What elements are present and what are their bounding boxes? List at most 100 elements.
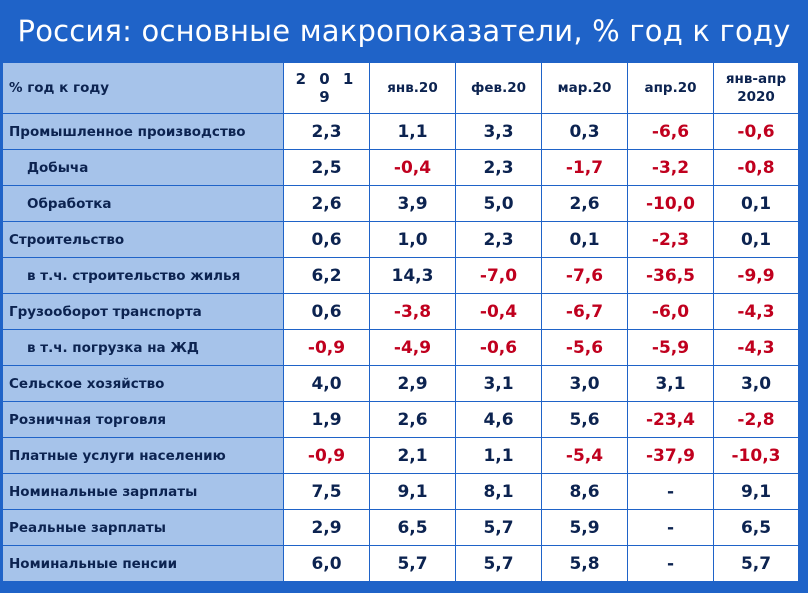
value-cell: 0,1 [713, 221, 799, 258]
value-cell: 5,7 [455, 509, 542, 546]
table-body: Промышленное производство 2,3 1,1 3,3 0,3 -6,… [2, 113, 799, 582]
value-cell: 0,3 [541, 113, 628, 150]
value-cell: 6,0 [283, 545, 370, 582]
table-header-row: % год к году 2 0 1 9 янв.20 фев.20 мар.2… [2, 62, 799, 114]
row-label: Номинальные зарплаты [2, 473, 284, 510]
value-cell: 2,5 [283, 149, 370, 186]
table-row: Строительство 0,6 1,0 2,3 0,1 -2,3 0,1 [2, 221, 799, 258]
value-cell: 3,1 [627, 365, 714, 402]
row-label: Номинальные пенсии [2, 545, 284, 582]
value-cell: -0,9 [283, 329, 370, 366]
value-cell: -0,8 [713, 149, 799, 186]
column-header: янв.20 [369, 62, 456, 114]
value-cell: -5,6 [541, 329, 628, 366]
value-cell: -1,7 [541, 149, 628, 186]
value-cell: 6,2 [283, 257, 370, 294]
row-label: Сельское хозяйство [2, 365, 284, 402]
value-cell: -0,6 [713, 113, 799, 150]
value-cell: 1,1 [455, 437, 542, 474]
row-label: Строительство [2, 221, 284, 258]
value-cell: -37,9 [627, 437, 714, 474]
value-cell: 1,1 [369, 113, 456, 150]
row-label: Грузооборот транспорта [2, 293, 284, 330]
value-cell: 14,3 [369, 257, 456, 294]
value-cell: -4,3 [713, 293, 799, 330]
value-cell: 5,9 [541, 509, 628, 546]
value-cell: 2,3 [283, 113, 370, 150]
value-cell: 8,1 [455, 473, 542, 510]
value-cell: 9,1 [369, 473, 456, 510]
value-cell: -0,6 [455, 329, 542, 366]
value-cell: -0,4 [369, 149, 456, 186]
value-cell: 2,6 [283, 185, 370, 222]
value-cell: -7,0 [455, 257, 542, 294]
value-cell: 5,7 [713, 545, 799, 582]
value-cell: 5,8 [541, 545, 628, 582]
value-cell: -0,4 [455, 293, 542, 330]
value-cell: 9,1 [713, 473, 799, 510]
table-row: Номинальные зарплаты 7,5 9,1 8,1 8,6-9,1 [2, 473, 799, 510]
table-row: Добыча 2,5 -0,4 2,3 -1,7 -3,2 -0,8 [2, 149, 799, 186]
value-cell: - [627, 545, 714, 582]
table-row: Обработка 2,6 3,9 5,0 2,6 -10,0 0,1 [2, 185, 799, 222]
row-label: в т.ч. погрузка на ЖД [2, 329, 284, 366]
value-cell: 3,9 [369, 185, 456, 222]
table-row: Розничная торговля 1,9 2,6 4,6 5,6 -23,4 -2,8 [2, 401, 799, 438]
value-cell: -5,4 [541, 437, 628, 474]
value-cell: -9,9 [713, 257, 799, 294]
value-cell: 0,1 [713, 185, 799, 222]
value-cell: 2,9 [369, 365, 456, 402]
value-cell: - [627, 509, 714, 546]
value-cell: 2,3 [455, 149, 542, 186]
value-cell: 7,5 [283, 473, 370, 510]
value-cell: 3,0 [541, 365, 628, 402]
row-label: Обработка [2, 185, 284, 222]
value-cell: -0,9 [283, 437, 370, 474]
value-cell: 5,7 [455, 545, 542, 582]
column-header: мар.20 [541, 62, 628, 114]
value-cell: 2,9 [283, 509, 370, 546]
value-cell: 2,3 [455, 221, 542, 258]
value-cell: -10,0 [627, 185, 714, 222]
table-row: в т.ч. погрузка на ЖД -0,9 -4,9 -0,6 -5,6 -5,… [2, 329, 799, 366]
value-cell: 2,1 [369, 437, 456, 474]
table-row: Промышленное производство 2,3 1,1 3,3 0,3 -6,… [2, 113, 799, 150]
value-cell: -6,0 [627, 293, 714, 330]
value-cell: 3,0 [713, 365, 799, 402]
value-cell: -5,9 [627, 329, 714, 366]
table-row: Реальные зарплаты 2,9 6,5 5,7 5,9-6,5 [2, 509, 799, 546]
table-row: Сельское хозяйство 4,0 2,9 3,1 3,0 3,1 3,0 [2, 365, 799, 402]
value-cell: 0,6 [283, 221, 370, 258]
value-cell: -36,5 [627, 257, 714, 294]
slide-title: Россия: основные макропоказатели, % год … [17, 14, 791, 48]
value-cell: -4,3 [713, 329, 799, 366]
row-label: Платные услуги населению [2, 437, 284, 474]
value-cell: 6,5 [369, 509, 456, 546]
value-cell: 8,6 [541, 473, 628, 510]
value-cell: -2,3 [627, 221, 714, 258]
value-cell: 3,1 [455, 365, 542, 402]
row-label: Розничная торговля [2, 401, 284, 438]
value-cell: -3,2 [627, 149, 714, 186]
row-label: в т.ч. строительство жилья [2, 257, 284, 294]
header-label: % год к году [2, 62, 284, 114]
value-cell: - [627, 473, 714, 510]
value-cell: 0,6 [283, 293, 370, 330]
value-cell: -10,3 [713, 437, 799, 474]
value-cell: 1,9 [283, 401, 370, 438]
column-header: 2 0 1 9 [283, 62, 370, 114]
value-cell: -23,4 [627, 401, 714, 438]
table-row: в т.ч. строительство жилья 6,2 14,3 -7,0 -7,… [2, 257, 799, 294]
row-label: Реальные зарплаты [2, 509, 284, 546]
value-cell: -7,6 [541, 257, 628, 294]
value-cell: 1,0 [369, 221, 456, 258]
value-cell: -3,8 [369, 293, 456, 330]
macro-indicators-table: % год к году 2 0 1 9 янв.20 фев.20 мар.2… [2, 62, 799, 582]
value-cell: 2,6 [369, 401, 456, 438]
value-cell: 5,6 [541, 401, 628, 438]
value-cell: -2,8 [713, 401, 799, 438]
value-cell: 5,0 [455, 185, 542, 222]
column-header: апр.20 [627, 62, 714, 114]
row-label: Промышленное производство [2, 113, 284, 150]
